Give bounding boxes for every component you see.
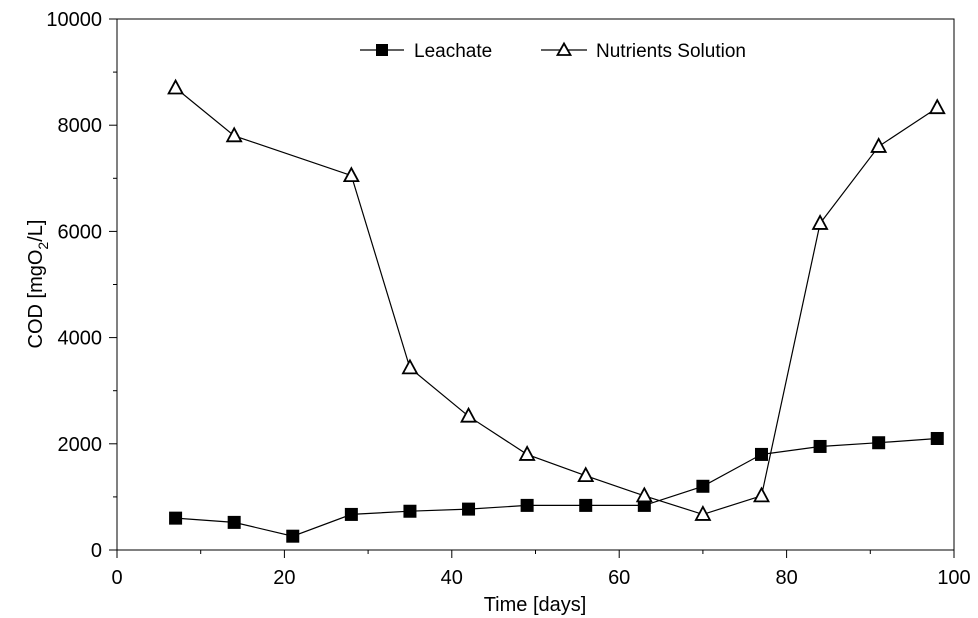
y-axis-title-main: COD [mgO bbox=[25, 250, 47, 349]
nutrients-solution-point bbox=[342, 166, 360, 183]
leachate-series-line bbox=[175, 437, 938, 537]
y-axis-title-unit: /L] bbox=[25, 220, 47, 242]
nutrients-solution-point bbox=[870, 137, 888, 153]
x-tick-labels: 0 20 40 60 80 100 bbox=[111, 567, 970, 589]
y-tick-label: 8000 bbox=[58, 115, 103, 137]
nutrients-solution-point bbox=[928, 98, 946, 115]
x-tick-label: 40 bbox=[441, 567, 463, 589]
y-tick-label: 6000 bbox=[58, 221, 103, 243]
x-axis-title: Time [days] bbox=[484, 594, 587, 616]
legend-nutrients-marker bbox=[555, 41, 573, 56]
nutrients-solution-point bbox=[167, 78, 185, 95]
minor-ticks bbox=[113, 71, 871, 554]
leachate-point bbox=[403, 504, 417, 518]
x-tick-label: 80 bbox=[775, 567, 797, 589]
leachate-point bbox=[696, 479, 710, 493]
y-tick-labels: 0 2000 4000 6000 8000 10000 bbox=[46, 9, 102, 562]
leachate-point bbox=[754, 447, 768, 461]
y-tick-label: 2000 bbox=[58, 434, 103, 456]
plot-frame bbox=[116, 18, 955, 551]
y-axis-title-subscript: 2 bbox=[35, 242, 51, 250]
y-tick-label: 4000 bbox=[58, 328, 103, 350]
major-ticks bbox=[109, 18, 955, 558]
leachate-point bbox=[930, 431, 944, 445]
leachate-point bbox=[462, 502, 476, 516]
x-tick-label: 100 bbox=[937, 567, 970, 589]
leachate-point bbox=[344, 507, 358, 521]
nutrients-solution-point bbox=[577, 466, 595, 483]
leachate-point bbox=[169, 511, 183, 525]
leachate-point bbox=[520, 498, 534, 512]
leachate-point bbox=[227, 515, 241, 529]
nutrients-solution-point bbox=[225, 126, 243, 143]
legend-leachate-label: Leachate bbox=[414, 41, 492, 62]
y-axis-title: COD [mgO2/L] bbox=[25, 220, 51, 349]
legend-leachate-marker bbox=[376, 44, 388, 56]
leachate-point bbox=[872, 436, 886, 450]
nutrients-solution-point bbox=[518, 445, 536, 461]
legend-nutrients-label: Nutrients Solution bbox=[596, 41, 746, 62]
leachate-point bbox=[286, 529, 300, 543]
x-tick-label: 20 bbox=[273, 567, 295, 589]
y-tick-label: 0 bbox=[91, 540, 102, 562]
nutrients-solution-point bbox=[694, 505, 712, 521]
nutrients-solution-point bbox=[811, 214, 829, 230]
legend: Leachate Nutrients Solution bbox=[360, 41, 746, 62]
nutrients-solution-point bbox=[752, 486, 770, 503]
leachate-point bbox=[813, 439, 827, 453]
nutrients-solution-point bbox=[635, 486, 653, 503]
x-tick-label: 0 bbox=[111, 567, 122, 589]
y-tick-label: 10000 bbox=[46, 9, 102, 31]
leachate-point bbox=[579, 498, 593, 512]
series-layer bbox=[167, 78, 946, 543]
x-tick-label: 60 bbox=[608, 567, 630, 589]
nutrients-solution-point bbox=[460, 406, 478, 423]
nutrients-solution-point bbox=[401, 358, 419, 375]
